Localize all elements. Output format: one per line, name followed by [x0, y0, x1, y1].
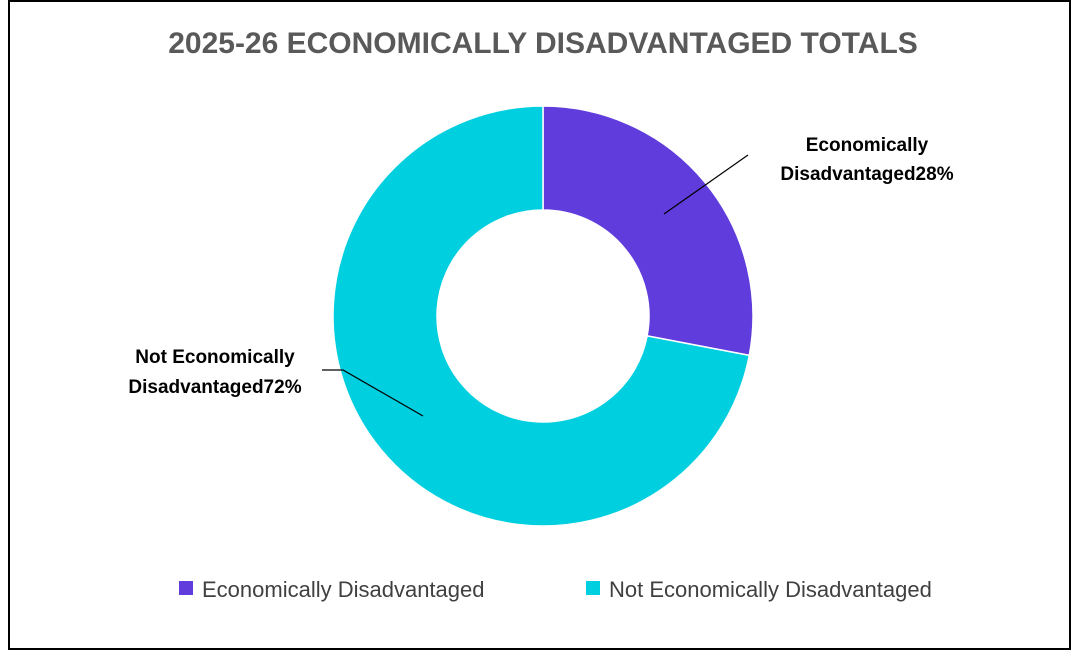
legend-swatch-economically-disadvantaged [179, 581, 193, 595]
donut-slices [332, 105, 754, 527]
data-label-not-economically-disadvantaged-line1: Not Economically [135, 347, 295, 368]
leader-line-economically-disadvantaged [663, 154, 749, 215]
legend-label-economically-disadvantaged: Economically Disadvantaged [202, 577, 485, 602]
data-label-economically-disadvantaged-line1: Economically [806, 135, 929, 156]
leader-line-not-economically-disadvantaged [322, 369, 424, 417]
legend-swatch-not-economically-disadvantaged [586, 581, 600, 595]
data-label-economically-disadvantaged-line2: Disadvantaged28% [780, 164, 953, 185]
slice-not-economically-disadvantaged [332, 105, 751, 527]
slice-economically-disadvantaged [542, 105, 754, 357]
legend-label-not-economically-disadvantaged: Not Economically Disadvantaged [609, 577, 932, 602]
data-label-not-economically-disadvantaged-line2: Disadvantaged72% [128, 377, 301, 398]
chart-title: 2025-26 ECONOMICALLY DISADVANTAGED TOTAL… [168, 27, 918, 60]
